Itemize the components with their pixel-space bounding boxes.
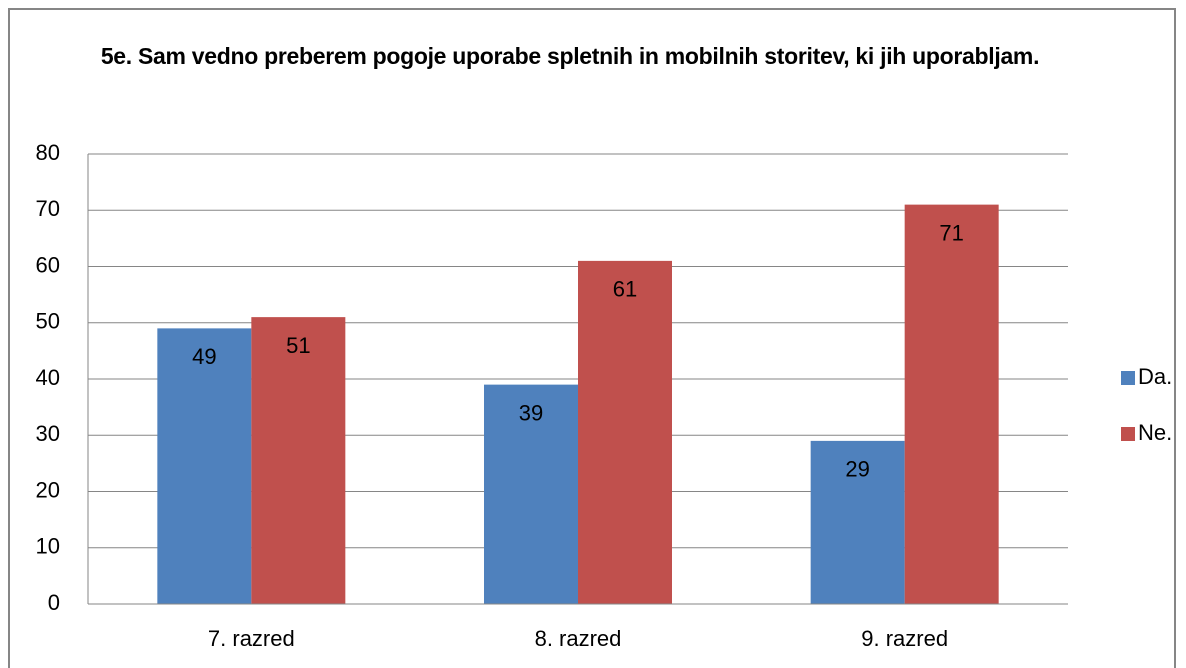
y-tick-label: 30 [36, 421, 60, 446]
bar [904, 204, 999, 604]
y-tick-label: 40 [36, 365, 60, 390]
legend-swatch [1121, 427, 1135, 441]
y-tick-label: 80 [36, 140, 60, 165]
legend-swatch [1121, 371, 1135, 385]
y-tick-label: 10 [36, 534, 60, 559]
chart-title: 5e. Sam vedno preberem pogoje uporabe sp… [100, 43, 1040, 69]
x-tick-label: 9. razred [861, 626, 948, 651]
y-tick-label: 60 [36, 252, 60, 277]
y-tick-label: 20 [36, 477, 60, 502]
bar [810, 440, 905, 604]
legend-label: Da. [1138, 364, 1172, 389]
y-tick-label: 50 [36, 309, 60, 334]
x-tick-label: 7. razred [208, 626, 295, 651]
bar [251, 317, 346, 604]
bar [578, 260, 672, 604]
bar [157, 328, 252, 604]
chart-frame [8, 8, 1176, 668]
y-tick-label: 70 [36, 196, 60, 221]
data-label: 61 [613, 277, 637, 302]
data-label: 49 [192, 344, 216, 369]
x-tick-label: 8. razred [535, 626, 622, 651]
data-label: 29 [845, 457, 869, 482]
bar [484, 384, 578, 604]
y-tick-label: 0 [48, 590, 60, 615]
data-label: 39 [519, 400, 543, 425]
data-label: 51 [286, 333, 310, 358]
data-label: 71 [939, 220, 963, 245]
legend-label: Ne. [1138, 420, 1172, 445]
